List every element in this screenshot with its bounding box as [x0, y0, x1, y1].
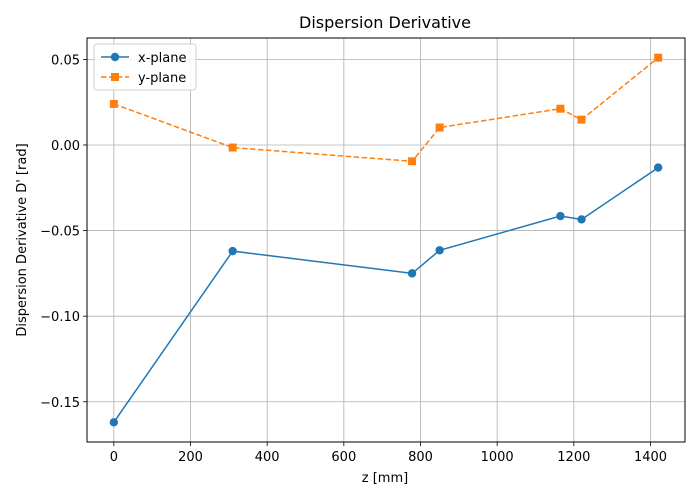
- axis-ticks: 0 200 400 600 800 1000 1200 1400 −0.15 −0.10 −0.05…: [40, 53, 667, 465]
- grid-lines: [87, 38, 685, 442]
- y-tick-label: −0.10: [40, 310, 80, 325]
- data-point-y-plane: [228, 143, 237, 152]
- chart-title: Dispersion Derivative: [299, 13, 471, 32]
- x-tick-label: 400: [255, 450, 280, 465]
- data-point-x-plane: [556, 211, 565, 221]
- data-point-y-plane: [654, 53, 663, 62]
- x-tick-label: 800: [408, 450, 433, 465]
- data-point-y-plane: [408, 157, 417, 166]
- legend-label-x-plane: x-plane: [138, 51, 186, 66]
- legend-marker-x-plane: [110, 52, 120, 62]
- x-axis-label: z [mm]: [362, 471, 408, 486]
- legend-label-y-plane: y-plane: [138, 71, 186, 86]
- data-point-x-plane: [228, 246, 237, 256]
- x-tick-label: 0: [110, 450, 118, 465]
- y-tick-label: −0.15: [40, 396, 80, 411]
- data-point-x-plane: [407, 269, 417, 278]
- x-tick-label: 1200: [557, 450, 590, 465]
- x-tick-label: 1400: [634, 450, 667, 465]
- legend-marker-y-plane: [111, 73, 119, 81]
- data-point-y-plane: [556, 104, 565, 113]
- x-tick-label: 200: [178, 450, 203, 465]
- data-point-y-plane: [435, 123, 444, 132]
- x-tick-label: 600: [331, 450, 356, 465]
- legend: x-plane y-plane: [93, 43, 197, 91]
- y-tick-label: 0.05: [51, 53, 80, 68]
- x-tick-label: 1000: [481, 450, 514, 465]
- y-tick-label: −0.05: [40, 225, 80, 240]
- data-point-x-plane: [577, 215, 586, 224]
- data-point-x-plane: [653, 163, 663, 172]
- data-point-y-plane: [109, 99, 118, 108]
- data-point-y-plane: [577, 115, 586, 124]
- y-axis-label: Dispersion Derivative D' [rad]: [15, 143, 30, 336]
- series-line-x-plane: [113, 166, 659, 423]
- legend-box: [93, 43, 197, 91]
- data-point-x-plane: [109, 418, 119, 427]
- y-tick-label: 0.00: [51, 139, 80, 154]
- plot-frame: [86, 37, 686, 443]
- series-layer: [109, 53, 663, 427]
- data-point-x-plane: [435, 246, 444, 255]
